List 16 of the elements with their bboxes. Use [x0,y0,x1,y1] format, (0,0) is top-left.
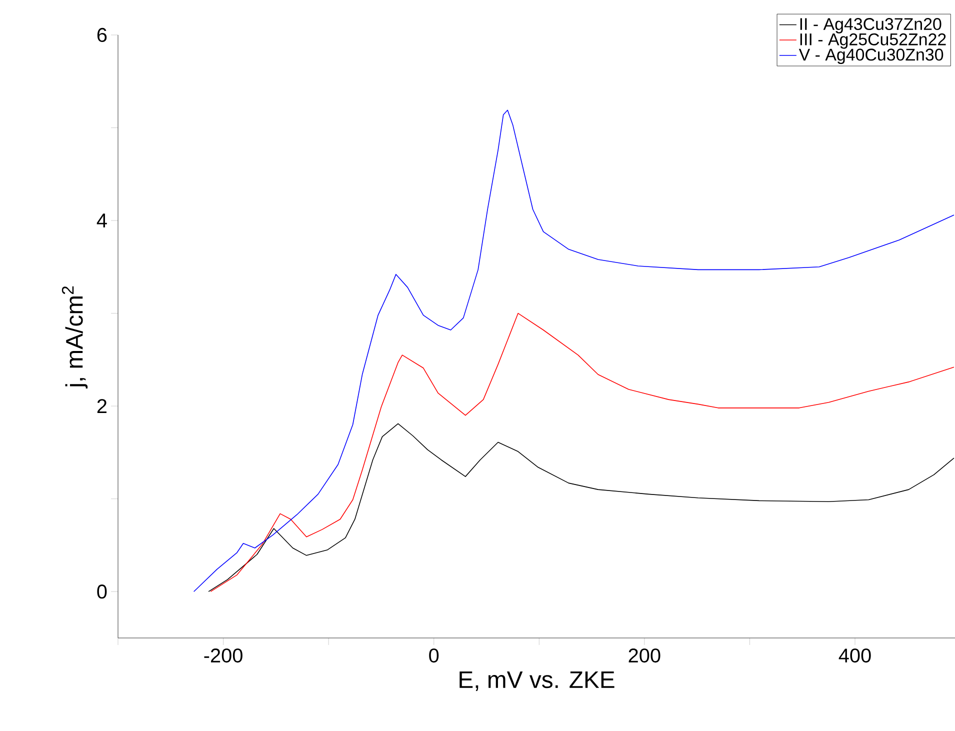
y-tick-label: 4 [96,214,107,228]
legend-label: V - Ag40Cu30Zn30 [798,48,944,64]
y-axis-title: j, mA/cm$^{2}$ [62,286,88,388]
x-tick-label: -200 [204,648,242,663]
y-tick-label: 0 [97,584,107,599]
x-tick-label: 400 [838,648,871,663]
x-axis-title: E, mV vs. ZKE [460,671,614,691]
x-tick-label: 0 [429,648,439,663]
line-series [208,423,954,592]
line-series [193,110,954,592]
y-tick-label: 2 [97,399,106,414]
legend-label: III - Ag25Cu52Zn22 [800,33,946,49]
y-tick-label: 6 [97,28,107,42]
line-series [210,312,954,592]
x-tick-label: 200 [628,648,660,663]
legend-label: II - Ag43Cu37Zn20 [800,18,942,34]
